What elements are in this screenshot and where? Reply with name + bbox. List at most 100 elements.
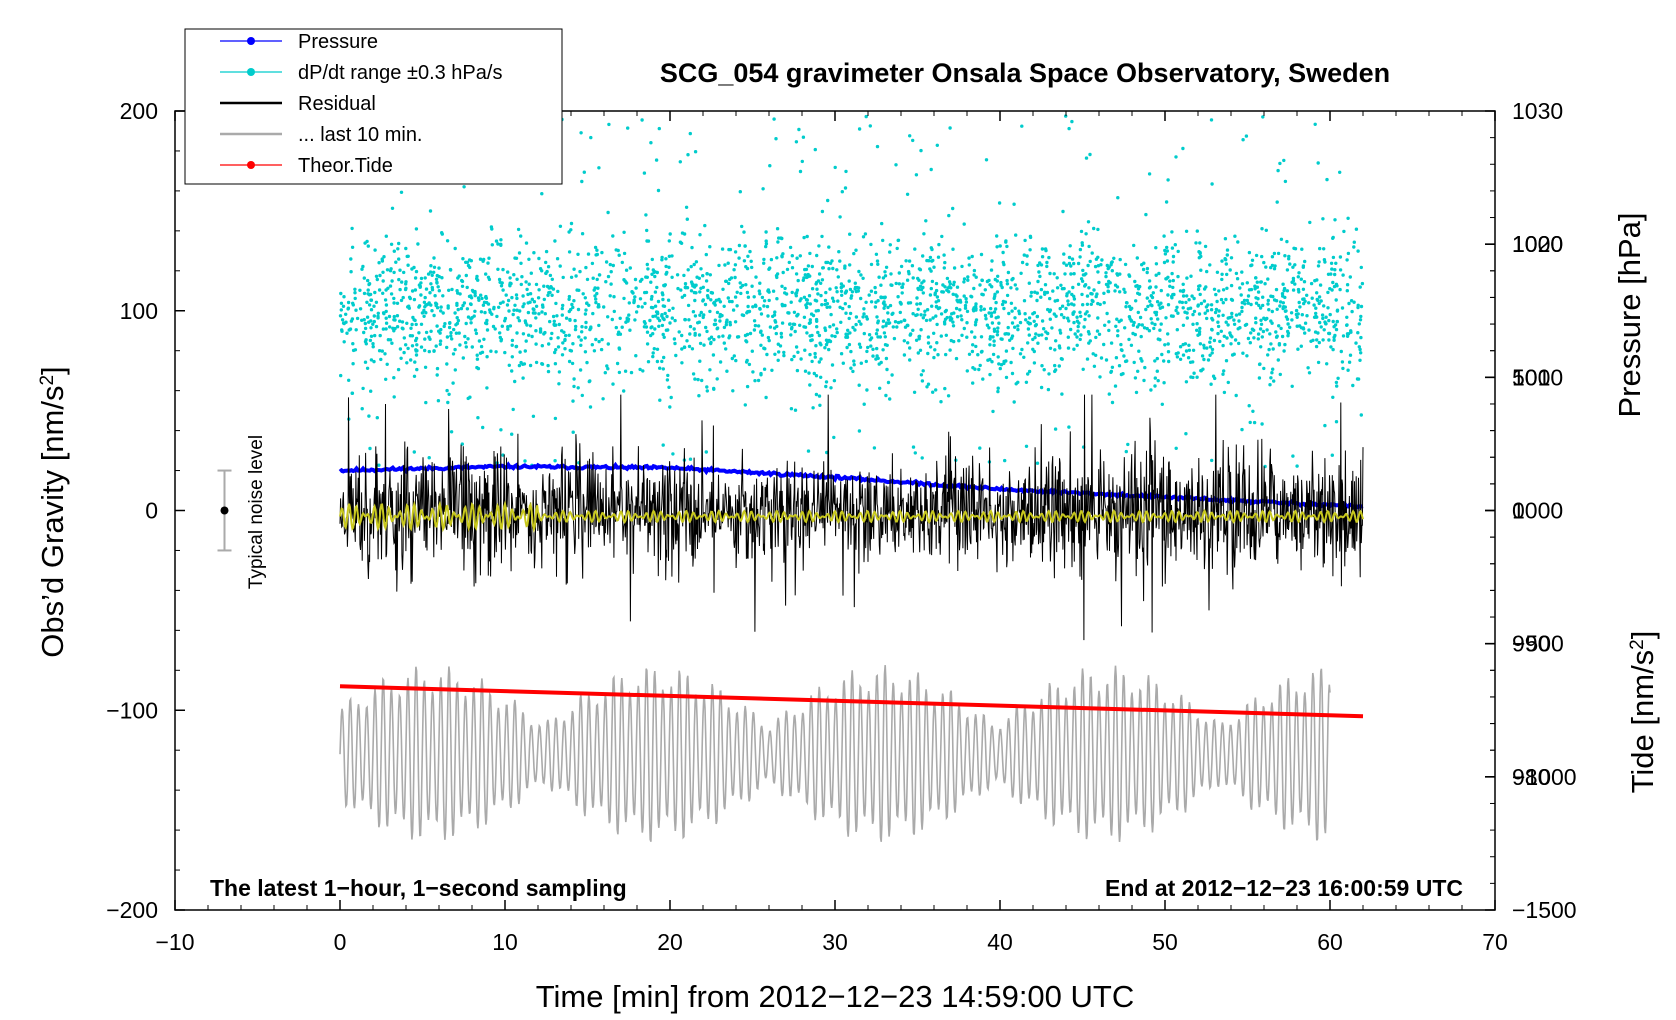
dpdt-point (847, 342, 852, 347)
dpdt-point (1184, 300, 1188, 305)
dpdt-point (1178, 300, 1182, 304)
dpdt-point (990, 259, 994, 263)
dpdt-point (1105, 263, 1110, 268)
dpdt-point (590, 343, 594, 347)
dpdt-point (847, 279, 851, 283)
dpdt-point (770, 368, 774, 372)
dpdt-point (1230, 353, 1235, 357)
legend-label: dP/dt range ±0.3 hPa/s (298, 62, 502, 84)
dpdt-point (466, 263, 471, 268)
dpdt-point (1110, 400, 1115, 405)
dpdt-point (533, 311, 537, 315)
dpdt-point (656, 188, 661, 193)
dpdt-point (880, 221, 884, 226)
dpdt-point (1271, 347, 1275, 351)
dpdt-point (369, 358, 374, 362)
dpdt-point (1332, 338, 1336, 342)
dpdt-point (882, 296, 887, 300)
dpdt-point (657, 324, 661, 328)
dpdt-point (542, 332, 546, 336)
dpdt-point (543, 312, 547, 316)
dpdt-point (1234, 271, 1239, 276)
dpdt-point (1079, 333, 1083, 337)
dpdt-point (1319, 325, 1323, 329)
dpdt-point (1208, 340, 1212, 344)
dpdt-point (485, 355, 489, 359)
dpdt-point (459, 306, 464, 311)
dpdt-point (784, 292, 789, 296)
dpdt-point (595, 248, 599, 252)
dpdt-point (392, 296, 396, 301)
dpdt-point (1115, 317, 1119, 321)
dpdt-point (615, 361, 620, 366)
dpdt-point (1158, 328, 1162, 332)
dpdt-point (908, 346, 912, 350)
dpdt-point (859, 273, 863, 277)
dpdt-point (658, 398, 662, 402)
dpdt-point (600, 250, 604, 255)
dpdt-point (725, 318, 729, 322)
dpdt-point (1010, 371, 1015, 376)
dpdt-point (1283, 254, 1287, 258)
dpdt-point (1270, 309, 1275, 314)
dpdt-point (377, 288, 382, 292)
dpdt-point (1210, 351, 1214, 355)
dpdt-point (650, 272, 654, 276)
dpdt-point (984, 317, 988, 321)
dpdt-point (929, 286, 933, 291)
dpdt-point (366, 278, 370, 283)
dpdt-point (453, 368, 457, 372)
dpdt-point (831, 266, 835, 271)
dpdt-point (876, 262, 880, 266)
dpdt-point (1187, 298, 1191, 302)
dpdt-point (992, 339, 996, 343)
dpdt-point (358, 288, 362, 292)
dpdt-point (1013, 283, 1017, 287)
dpdt-point (1270, 255, 1275, 259)
dpdt-point (1009, 360, 1013, 365)
x-axis-label: Time [min] from 2012−12−23 14:59:00 UTC (536, 979, 1135, 1014)
dpdt-point (720, 247, 725, 251)
dpdt-point (645, 342, 650, 346)
dpdt-point (1245, 281, 1250, 285)
dpdt-point (801, 135, 806, 139)
dpdt-point (778, 344, 783, 348)
dpdt-point (1296, 287, 1301, 292)
dpdt-point (363, 326, 368, 331)
dpdt-point (971, 381, 975, 385)
dpdt-point (1019, 271, 1023, 275)
dpdt-point (1291, 265, 1295, 269)
dpdt-point (375, 277, 379, 282)
dpdt-point (995, 333, 1000, 337)
dpdt-point (534, 304, 539, 308)
dpdt-point (374, 324, 379, 329)
dpdt-point (1258, 306, 1263, 310)
dpdt-point (853, 328, 857, 332)
dpdt-point (1359, 335, 1363, 340)
dpdt-point (693, 314, 698, 318)
dpdt-point (857, 429, 862, 433)
dpdt-point (340, 318, 345, 322)
dpdt-point (340, 328, 344, 332)
dpdt-point (803, 273, 807, 277)
dpdt-point (409, 358, 413, 362)
dpdt-point (1259, 280, 1264, 284)
dpdt-point (416, 242, 420, 246)
dpdt-point (1072, 347, 1076, 351)
dpdt-point (1053, 368, 1058, 372)
dpdt-point (1059, 283, 1063, 287)
dpdt-point (851, 369, 855, 374)
dpdt-point (437, 329, 441, 333)
dpdt-point (611, 234, 615, 238)
dpdt-point (1168, 279, 1172, 283)
dpdt-point (740, 224, 744, 229)
dpdt-point (847, 304, 851, 309)
dpdt-point (653, 304, 658, 308)
dpdt-point (457, 331, 461, 335)
dpdt-point (1171, 278, 1176, 283)
dpdt-point (765, 304, 770, 309)
dpdt-point (430, 273, 434, 277)
dpdt-point (712, 337, 716, 342)
dpdt-point (752, 328, 757, 332)
dpdt-point (1266, 277, 1270, 281)
